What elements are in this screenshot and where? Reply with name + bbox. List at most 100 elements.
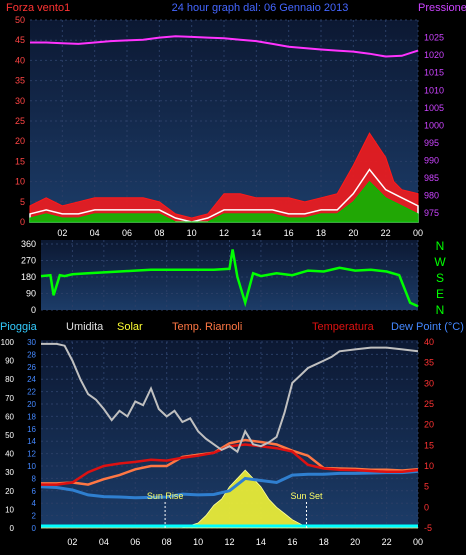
wind-x-tick-label: 22: [381, 228, 391, 238]
wind-tick-label: 45: [15, 35, 25, 45]
wind-tick-label: 25: [15, 116, 25, 126]
temperature-tick-label: -5: [424, 523, 432, 533]
rain-tick-label: 2: [32, 512, 37, 521]
rain-tick-label: 22: [27, 388, 36, 397]
temperature-header: Temperatura: [312, 321, 375, 333]
rain-tick-label: 0: [32, 524, 37, 533]
pressure-tick-label: 1025: [424, 33, 444, 43]
wind-tick-label: 0: [20, 217, 25, 227]
wind-x-tick-label: 16: [284, 228, 294, 238]
rain-tick-label: 24: [27, 375, 36, 384]
wind-x-tick-label: 06: [122, 228, 132, 238]
temperature-tick-label: 5: [424, 482, 429, 492]
wind-x-tick-label: 18: [316, 228, 326, 238]
temperature-tick-label: 0: [424, 502, 429, 512]
wind-tick-label: 35: [15, 76, 25, 86]
sunset-label: Sun Set: [290, 491, 323, 501]
compass-label: S: [436, 271, 444, 285]
pressure-tick-label: 975: [424, 208, 439, 218]
wind-x-tick-label: 12: [219, 228, 229, 238]
wind-tick-label: 10: [15, 177, 25, 187]
bottom-x-tick-label: 22: [382, 537, 392, 547]
pressure-line: [30, 35, 419, 58]
rain-header: Pioggia: [0, 321, 38, 333]
pressure-tick-label: 990: [424, 156, 439, 166]
wind-x-tick-label: 02: [57, 228, 67, 238]
speed-area: [29, 168, 419, 223]
wind-x-tick-label: 10: [187, 228, 197, 238]
rain-tick-label: 10: [27, 462, 36, 471]
wind-header: Forza vento1: [6, 2, 70, 14]
rain-tick-label: 16: [27, 425, 36, 434]
direction-tick-label: 180: [21, 272, 36, 282]
direction-line: [40, 249, 419, 308]
direction-series: [40, 249, 419, 308]
pressure-tick-label: 995: [424, 138, 439, 148]
temperature-axis-ticks: -5 0 5 10 15 20 25 30 35 40: [424, 337, 434, 533]
temperature-tick-label: 20: [424, 420, 434, 430]
rain-tick-label: 30: [27, 338, 36, 347]
humidity-axis-ticks: 0 10 20 30 40 50 60 70 80 90 100: [1, 338, 15, 533]
temperature-tick-label: 40: [424, 337, 434, 347]
temperature-tick-label: 30: [424, 378, 434, 388]
rain-tick-label: 12: [27, 450, 36, 459]
dewpoint-header: Dew Point (°C): [391, 321, 464, 333]
bottom-x-tick-label: 06: [130, 537, 140, 547]
direction-tick-label: 0: [31, 305, 36, 315]
humidity-tick-label: 40: [5, 450, 14, 459]
wind-tick-label: 15: [15, 156, 25, 166]
compass-label: W: [434, 255, 446, 269]
compass-label: N: [436, 303, 445, 317]
pressure-tick-label: 1015: [424, 68, 444, 78]
wind-tick-label: 20: [15, 136, 25, 146]
wind-axis-ticks: 0 5 10 15 20 25 30 35 40 45 50: [15, 15, 25, 227]
wind-tick-label: 30: [15, 96, 25, 106]
temperature-tick-label: 35: [424, 358, 434, 368]
compass-label: N: [436, 239, 445, 253]
wind-x-tick-label: 20: [348, 228, 358, 238]
rain-tick-label: 4: [32, 499, 37, 508]
dewpoint-line: [40, 469, 419, 500]
graph-title: 24 hour graph dal: 06 Gennaio 2013: [172, 2, 349, 14]
humidity-tick-label: 70: [5, 394, 14, 403]
solar-area: [41, 469, 418, 529]
solar-header: Solar: [117, 321, 143, 333]
compass-label: E: [436, 287, 444, 301]
wind-grid: [30, 19, 419, 223]
humidity-tick-label: 80: [5, 375, 14, 384]
humidity-tick-label: 100: [1, 338, 15, 347]
pressure-tick-label: 1005: [424, 103, 444, 113]
temperature-tick-label: 15: [424, 440, 434, 450]
direction-tick-label: 360: [21, 239, 36, 249]
bottom-x-tick-label: 04: [99, 537, 109, 547]
humidity-tick-label: 60: [5, 412, 14, 421]
rain-tick-label: 20: [27, 400, 36, 409]
humidity-line: [41, 342, 419, 454]
humidity-tick-label: 20: [5, 487, 14, 496]
pressure-header: Pressione: [418, 2, 466, 14]
pressure-tick-label: 985: [424, 173, 439, 183]
bottom-x-tick-label: 14: [256, 537, 266, 547]
wind-tick-label: 50: [15, 15, 25, 25]
bottom-series: [40, 342, 419, 529]
bottom-x-ticks: 02 04 06 08 10 12 14 16 18 20 22 00: [67, 537, 423, 547]
pressure-tick-label: 980: [424, 191, 439, 201]
sunrise-label: Sun Rise: [147, 491, 184, 501]
bottom-x-tick-label: 02: [67, 537, 77, 547]
pressure-axis-ticks: 975 980 985 990 995 1000 1005 1010 1015 1020 1025: [424, 33, 444, 219]
rain-tick-label: 14: [27, 437, 36, 446]
humidity-tick-label: 30: [5, 468, 14, 477]
temperature-tick-label: 25: [424, 399, 434, 409]
humidity-header: Umidita: [66, 321, 104, 333]
rain-tick-label: 8: [32, 474, 37, 483]
gust-area: [29, 132, 419, 223]
pressure-tick-label: 1010: [424, 85, 444, 95]
avg-area: [29, 180, 419, 223]
wind-x-ticks: 02 04 06 08 10 12 14 16 18 20 22 00: [57, 228, 423, 238]
temperature-tick-label: 10: [424, 461, 434, 471]
wind-x-tick-label: 14: [251, 228, 261, 238]
humidity-tick-label: 90: [5, 357, 14, 366]
pressure-tick-label: 1020: [424, 50, 444, 60]
